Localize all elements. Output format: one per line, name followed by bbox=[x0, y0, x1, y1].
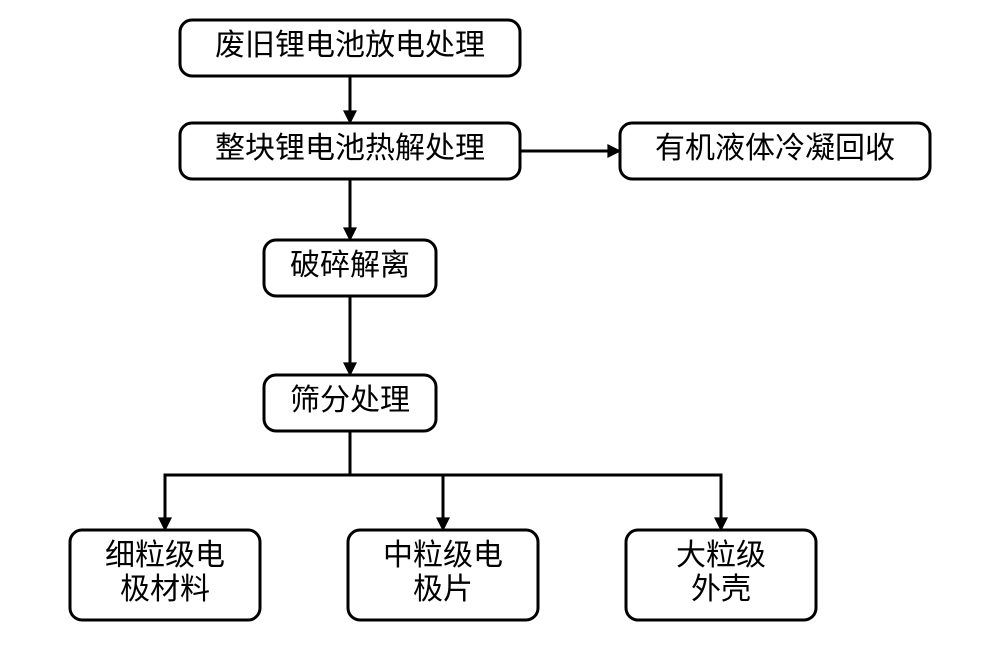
node-n1: 废旧锂电池放电处理 bbox=[180, 20, 520, 76]
node-n7: 中粒级电极片 bbox=[348, 530, 538, 620]
node-n5-label: 筛分处理 bbox=[290, 384, 410, 417]
node-n2-label: 整块锂电池热解处理 bbox=[215, 132, 485, 165]
node-n6: 细粒级电极材料 bbox=[70, 530, 260, 620]
node-n1-label: 废旧锂电池放电处理 bbox=[215, 29, 485, 62]
node-n4-label: 破碎解离 bbox=[290, 249, 410, 282]
node-n6-label: 细粒级电极材料 bbox=[105, 539, 225, 606]
edge-n5-n7 bbox=[350, 431, 443, 530]
flowchart-canvas: 废旧锂电池放电处理整块锂电池热解处理 有机液体冷凝回收破碎解离筛分处理细粒级电极材… bbox=[0, 0, 1000, 650]
node-n5: 筛分处理 bbox=[264, 375, 436, 431]
node-n4: 破碎解离 bbox=[264, 240, 436, 296]
edge-n5-n6 bbox=[165, 431, 350, 530]
node-n2: 整块锂电池热解处理 bbox=[180, 123, 520, 179]
node-n3: 有机液体冷凝回收 bbox=[620, 123, 930, 179]
node-n8: 大粒级外壳 bbox=[626, 530, 816, 620]
node-n3-label: 有机液体冷凝回收 bbox=[655, 132, 895, 165]
edge-n5-n8 bbox=[350, 431, 721, 530]
